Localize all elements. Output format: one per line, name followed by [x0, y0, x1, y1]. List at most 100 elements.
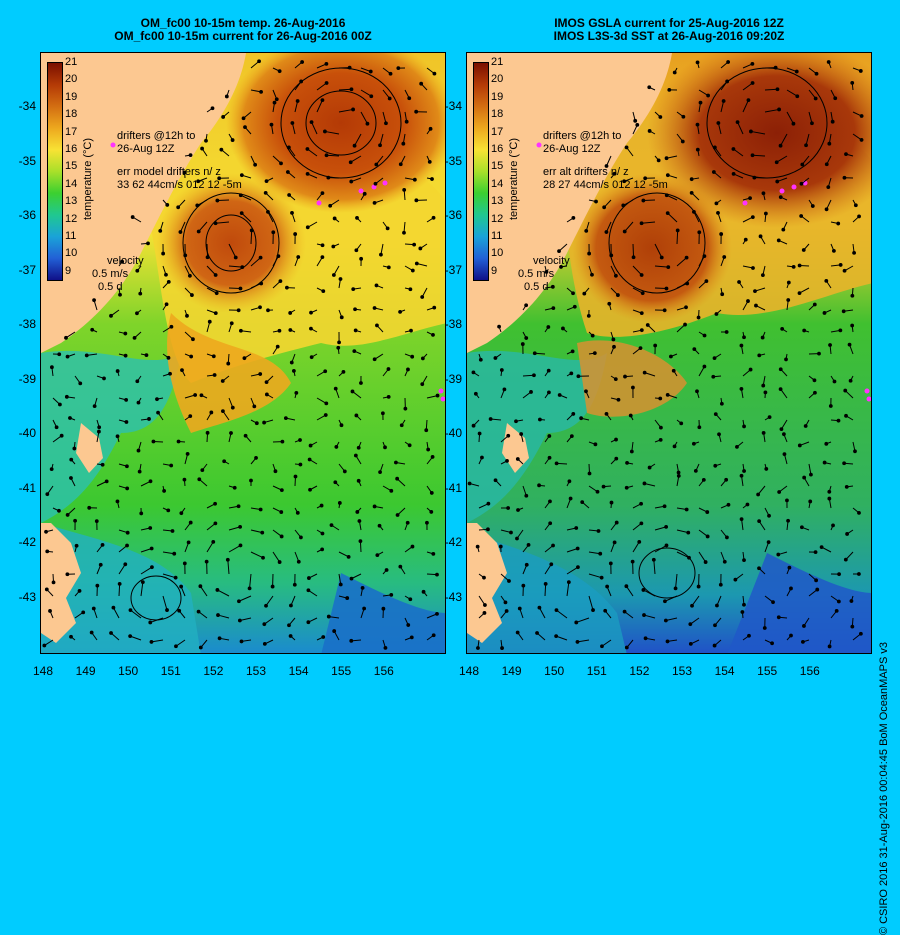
current-arrow-head — [223, 460, 226, 463]
current-arrow-head — [659, 116, 662, 119]
current-arrow-head — [137, 449, 140, 452]
current-arrow-head — [234, 256, 237, 259]
current-arrow-head — [208, 320, 211, 323]
current-arrow-head — [297, 256, 300, 259]
current-arrow-head — [129, 635, 132, 638]
current-arrow-head — [431, 456, 434, 459]
current-arrow-head — [321, 532, 324, 535]
current-arrow-head — [360, 257, 363, 260]
current-arrow-head — [721, 293, 724, 296]
current-arrow-head — [644, 637, 647, 640]
current-arrow-head — [375, 284, 378, 287]
current-arrow-head — [334, 481, 337, 484]
current-arrow-head — [690, 191, 693, 194]
right-err-label-2: 28 27 44cm/s 012 12 -5m — [543, 179, 668, 192]
current-arrow-head — [472, 424, 475, 427]
right-velocity-scale: 0.5 m/s — [518, 268, 570, 281]
current-arrow-head — [349, 161, 352, 164]
right-drifter-label-1: drifters @12h to — [543, 130, 621, 143]
current-arrow-head — [640, 329, 643, 332]
current-arrow-head — [663, 309, 666, 312]
current-arrow-head — [687, 531, 690, 534]
current-arrow-head — [857, 573, 860, 576]
current-arrow-head — [665, 544, 668, 547]
current-arrow-head — [241, 266, 244, 269]
current-arrow-head — [196, 204, 199, 207]
right-lat-tick: -37 — [426, 263, 462, 277]
current-arrow-head — [321, 244, 324, 247]
current-arrow-head — [170, 464, 173, 467]
current-arrow-head — [321, 256, 324, 259]
current-arrow-head — [705, 280, 708, 283]
current-arrow-head — [521, 343, 524, 346]
current-arrow-head — [790, 634, 793, 637]
left-map-panel[interactable] — [40, 52, 446, 654]
current-arrow-head — [689, 623, 692, 626]
current-arrow-head — [860, 139, 863, 142]
current-arrow-head — [431, 178, 434, 181]
current-arrow-head — [527, 543, 530, 546]
current-arrow-head — [133, 336, 136, 339]
current-arrow-head — [101, 543, 104, 546]
current-arrow-head — [197, 610, 200, 613]
current-arrow-head — [696, 148, 699, 151]
current-arrow-head — [699, 101, 702, 104]
current-arrow-head — [197, 230, 200, 233]
current-arrow-head — [387, 266, 390, 269]
current-arrow-head — [725, 331, 728, 334]
current-arrow-head — [804, 425, 807, 428]
current-arrow-head — [844, 389, 847, 392]
current-arrow — [251, 230, 252, 244]
current-arrow-head — [294, 475, 297, 478]
current-arrow-head — [93, 405, 96, 408]
current-arrow-head — [568, 480, 571, 483]
right-colorbar-tick: 9 — [491, 265, 511, 277]
right-lat-tick: -41 — [426, 481, 462, 495]
current-arrow-head — [548, 435, 551, 438]
current-arrow-head — [218, 637, 221, 640]
current-arrow-head — [615, 457, 618, 460]
current-arrow-head — [640, 522, 643, 525]
current-arrow-head — [764, 391, 767, 394]
current-arrow-head — [292, 370, 295, 373]
current-arrow-head — [476, 545, 479, 548]
current-arrow-head — [166, 609, 169, 612]
current-arrow-head — [764, 212, 767, 215]
current-arrow-head — [846, 533, 849, 536]
current-arrow-head — [325, 402, 328, 405]
current-arrow-head — [714, 464, 717, 467]
current-arrow-head — [666, 640, 669, 643]
right-colorbar-tick: 11 — [491, 230, 511, 242]
current-arrow-head — [138, 470, 141, 473]
current-arrow-head — [75, 544, 78, 547]
current-arrow-head — [688, 556, 691, 559]
current-arrow-head — [384, 646, 387, 649]
current-arrow-head — [187, 541, 190, 544]
current-arrow-head — [747, 300, 750, 303]
current-arrow-head — [290, 604, 293, 607]
current-arrow-head — [73, 447, 76, 450]
current-arrow-head — [738, 281, 741, 284]
current-arrow-head — [58, 509, 61, 512]
current-arrow-head — [643, 482, 646, 485]
current-arrow-head — [310, 121, 313, 124]
current-arrow-head — [186, 314, 189, 317]
current-arrow-head — [240, 212, 243, 215]
current-arrow-head — [239, 194, 242, 197]
current-arrow-head — [339, 278, 342, 281]
current-arrow-head — [703, 365, 706, 368]
current-arrow-head — [280, 511, 283, 514]
current-arrow-head — [141, 581, 144, 584]
current-arrow-head — [354, 329, 357, 332]
current-arrow-head — [354, 308, 357, 311]
current-arrow-head — [845, 414, 848, 417]
current-arrow-head — [720, 402, 723, 405]
current-arrow-head — [152, 440, 155, 443]
current-arrow-head — [150, 547, 153, 550]
current-arrow-head — [342, 370, 345, 373]
current-arrow-head — [337, 346, 340, 349]
current-arrow-head — [379, 471, 382, 474]
right-map-panel[interactable] — [466, 52, 872, 654]
current-arrow-head — [813, 303, 816, 306]
current-arrow-head — [625, 585, 628, 588]
